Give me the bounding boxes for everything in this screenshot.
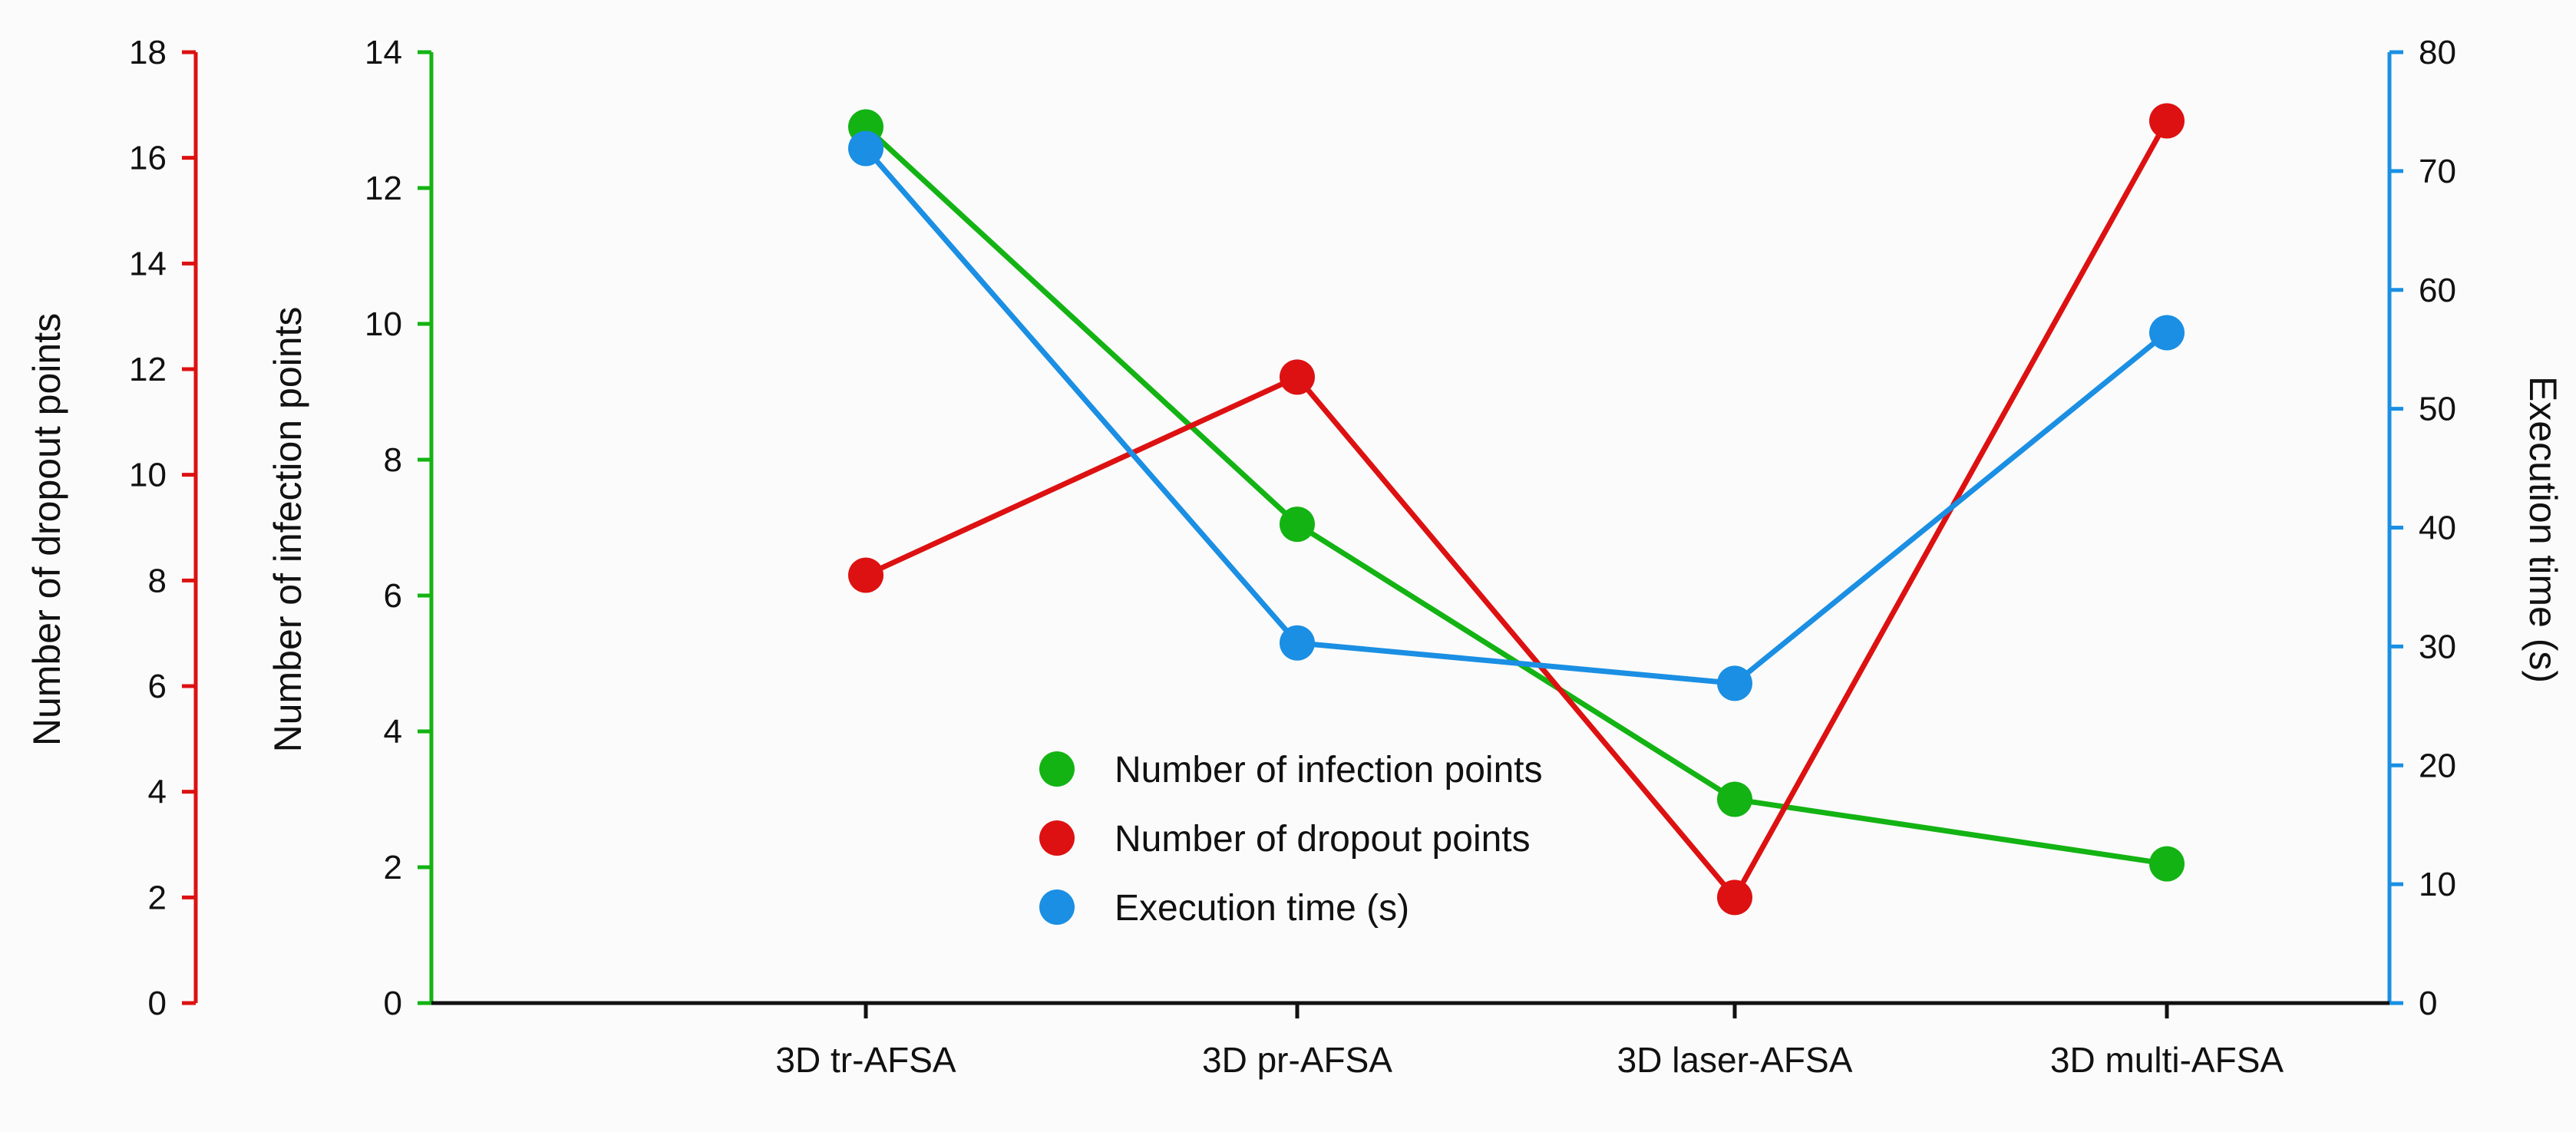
time-tick-label: 20	[2419, 747, 2456, 784]
time-tick-label: 30	[2419, 628, 2456, 665]
time-data-point	[2149, 315, 2185, 351]
dropout-data-point	[848, 557, 883, 593]
dropout-tick-label: 8	[148, 562, 167, 599]
infection-data-point	[1717, 781, 1752, 817]
dropout-data-point	[1280, 359, 1315, 395]
legend-label: Execution time (s)	[1115, 888, 1409, 929]
axes-layer: 0 2 4 6 8 10 12 14 16 18 0 2 4 6 8 10 12 14 0 10 20 30 40 50 60 7…	[129, 34, 2456, 1080]
time-tick-label: 10	[2419, 866, 2456, 903]
dropout-data-point	[2149, 103, 2185, 139]
dropout-axis-title: Number of dropout points	[25, 313, 68, 746]
time-axis-title: Execution time (s)	[2522, 376, 2564, 683]
time-data-point	[1717, 665, 1752, 701]
legend-label: Number of dropout points	[1115, 819, 1531, 860]
legend: Number of infection points Number of drop…	[1039, 750, 1543, 929]
legend-marker	[1039, 889, 1075, 925]
dropout-tick-label: 6	[148, 668, 167, 705]
legend-marker	[1039, 820, 1075, 856]
x-tick-label: 3D pr-AFSA	[1202, 1040, 1392, 1080]
dropout-tick-label: 10	[129, 457, 167, 494]
time-tick-label: 50	[2419, 391, 2456, 428]
dropout-tick-label: 18	[129, 34, 167, 71]
time-data-point	[848, 130, 883, 167]
time-series-line	[864, 147, 2169, 686]
infection-data-point	[2149, 846, 2185, 882]
dropout-tick-label: 14	[129, 245, 167, 282]
infection-tick-label: 2	[384, 849, 402, 886]
dropout-data-point	[1717, 880, 1752, 916]
infection-data-point	[1280, 507, 1315, 543]
x-tick-label: 3D laser-AFSA	[1617, 1040, 1853, 1080]
dropout-tick-label: 2	[148, 879, 167, 916]
time-data-point	[1280, 625, 1315, 661]
infection-tick-label: 0	[384, 985, 402, 1022]
time-tick-label: 40	[2419, 510, 2456, 547]
series-layer	[848, 103, 2185, 916]
dropout-tick-label: 16	[129, 140, 167, 177]
infection-tick-label: 12	[365, 170, 402, 207]
x-tick-label: 3D multi-AFSA	[2050, 1040, 2284, 1080]
time-tick-label: 70	[2419, 153, 2456, 190]
dropout-tick-label: 12	[129, 351, 167, 388]
x-tick-label: 3D tr-AFSA	[775, 1040, 956, 1080]
legend-marker	[1039, 751, 1075, 787]
dropout-tick-label: 4	[148, 774, 167, 811]
time-tick-label: 80	[2419, 34, 2456, 71]
time-tick-label: 0	[2419, 985, 2437, 1022]
infection-tick-label: 4	[384, 713, 402, 751]
legend-label: Number of infection points	[1115, 750, 1543, 790]
dropout-tick-label: 0	[148, 985, 167, 1022]
infection-axis-title: Number of infection points	[266, 307, 309, 753]
infection-tick-label: 8	[384, 441, 402, 479]
infection-tick-label: 14	[365, 34, 402, 71]
infection-tick-label: 10	[365, 305, 402, 343]
infection-tick-label: 6	[384, 577, 402, 615]
time-tick-label: 60	[2419, 272, 2456, 309]
